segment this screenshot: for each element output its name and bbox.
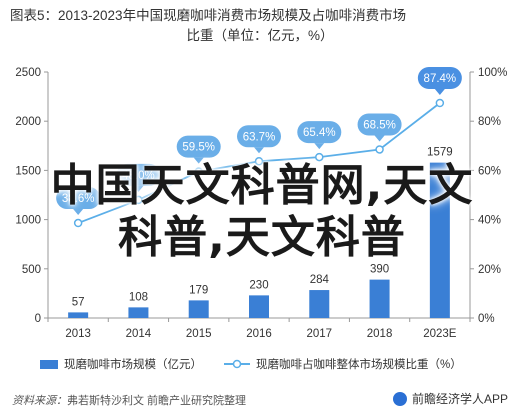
right-tick-label: 0% bbox=[478, 313, 495, 325]
line-value-label: 59.5% bbox=[182, 142, 215, 154]
line-point bbox=[375, 145, 384, 154]
bar-value-label: 230 bbox=[249, 279, 268, 291]
legend-bar-label: 现磨咖啡市场规模（亿元） bbox=[64, 359, 202, 371]
x-tick-label: 2014 bbox=[126, 328, 152, 340]
footer: 资料来源：弗若斯特沙利文 前瞻产业研究院整理 前瞻经济学人APP bbox=[0, 384, 520, 416]
line-label-pointer bbox=[133, 185, 144, 192]
line-label-pointer bbox=[73, 209, 84, 216]
line-value-label: 48.0% bbox=[122, 170, 155, 182]
brand: 前瞻经济学人APP bbox=[392, 390, 508, 407]
x-tick-label: 2017 bbox=[306, 328, 332, 340]
line-label-bubble bbox=[56, 187, 101, 210]
bar-value-label: 1579 bbox=[427, 147, 453, 159]
x-tick-label: 2015 bbox=[186, 328, 212, 340]
line-label-pointer bbox=[193, 157, 204, 164]
bar-value-label: 108 bbox=[129, 291, 148, 303]
source-text: 弗若斯特沙利文 前瞻产业研究院整理 bbox=[67, 395, 247, 407]
right-tick-label: 80% bbox=[478, 116, 501, 128]
x-tick-label: 2016 bbox=[246, 328, 272, 340]
bar bbox=[309, 290, 330, 318]
line-label-pointer bbox=[314, 143, 325, 150]
x-tick-label: 2018 bbox=[367, 328, 393, 340]
line-value-label: 87.4% bbox=[424, 73, 457, 85]
right-tick-label: 40% bbox=[478, 215, 501, 227]
line-point bbox=[134, 195, 143, 205]
line-label-bubble bbox=[417, 66, 462, 89]
line-point bbox=[194, 167, 203, 176]
legend-line-swatch bbox=[224, 359, 250, 369]
watermark-line2: 科普,天文科普 bbox=[118, 212, 406, 263]
line-label-pointer bbox=[254, 147, 264, 154]
line-point bbox=[315, 152, 324, 162]
line-point bbox=[73, 218, 83, 228]
left-tick-label: 500 bbox=[22, 264, 41, 276]
bar bbox=[369, 279, 390, 318]
legend-bar-swatch bbox=[40, 359, 58, 369]
bar-value-label: 390 bbox=[370, 264, 389, 276]
line-point bbox=[435, 98, 445, 108]
legend-line-label: 现磨咖啡占咖啡整体市场规模比重（%） bbox=[256, 359, 462, 371]
bar-value-label: 57 bbox=[72, 296, 85, 308]
line-label-bubble bbox=[176, 135, 221, 158]
left-tick-label: 1000 bbox=[15, 215, 41, 227]
legend-item-line: 现磨咖啡占咖啡整体市场规模比重（%） bbox=[224, 356, 462, 372]
bar bbox=[249, 295, 269, 318]
x-tick-label: 2013 bbox=[65, 328, 91, 340]
right-tick-label: 20% bbox=[478, 264, 501, 276]
line-label-pointer bbox=[374, 135, 385, 142]
line-label-bubble bbox=[116, 163, 161, 186]
watermark-overlay-text: 中国天文科普网,天文 科普,天文科普 bbox=[22, 160, 502, 264]
chart-canvas: 0 500 1000 1500 2000 2500 0% 20% 40% 60% 80% 100% 57… bbox=[15, 66, 507, 340]
line-value-label: 38.6% bbox=[62, 193, 95, 205]
line-value-label: 63.7% bbox=[243, 131, 276, 143]
chart-title-line1: 图表5：2013-2023年中国现磨咖啡消费市场规模及占咖啡消费市场 bbox=[10, 8, 407, 23]
source-note: 资料来源：弗若斯特沙利文 前瞻产业研究院整理 bbox=[12, 392, 246, 408]
brand-logo-icon bbox=[392, 391, 407, 406]
line-value-label: 68.5% bbox=[363, 119, 396, 131]
line-value-label: 65.4% bbox=[303, 127, 336, 139]
bar bbox=[128, 307, 149, 318]
line-label-bubble bbox=[357, 113, 402, 136]
brand-name: 前瞻经济学人APP bbox=[411, 392, 508, 406]
right-tick-label: 100% bbox=[478, 67, 507, 79]
chart-title-line2: 比重（单位：亿元，%） bbox=[186, 28, 334, 43]
left-tick-label: 2500 bbox=[15, 67, 41, 79]
chart-title: 图表5：2013-2023年中国现磨咖啡消费市场规模及占咖啡消费市场 比重（单位… bbox=[10, 6, 510, 46]
left-tick-label: 0 bbox=[35, 313, 41, 325]
left-tick-label: 1500 bbox=[15, 165, 41, 177]
legend-item-bar: 现磨咖啡市场规模（亿元） bbox=[40, 356, 202, 372]
chart-legend: 现磨咖啡市场规模（亿元） 现磨咖啡占咖啡整体市场规模比重（%） bbox=[40, 356, 484, 372]
source-label: 资料来源： bbox=[12, 395, 67, 407]
bar-value-label: 284 bbox=[310, 274, 330, 286]
bar bbox=[188, 300, 209, 318]
watermark-line1: 中国天文科普网,天文 bbox=[50, 160, 474, 211]
line-label-bubble bbox=[237, 125, 281, 148]
bar-value-label: 179 bbox=[189, 284, 208, 296]
x-tick-label: 2023E bbox=[423, 328, 457, 340]
line-label-bubble bbox=[297, 121, 342, 144]
bar bbox=[429, 162, 450, 318]
line-label-pointer bbox=[434, 88, 445, 95]
left-tick-label: 2000 bbox=[15, 116, 41, 128]
line-point bbox=[254, 157, 264, 166]
right-tick-label: 60% bbox=[478, 165, 501, 177]
bar bbox=[68, 312, 89, 318]
